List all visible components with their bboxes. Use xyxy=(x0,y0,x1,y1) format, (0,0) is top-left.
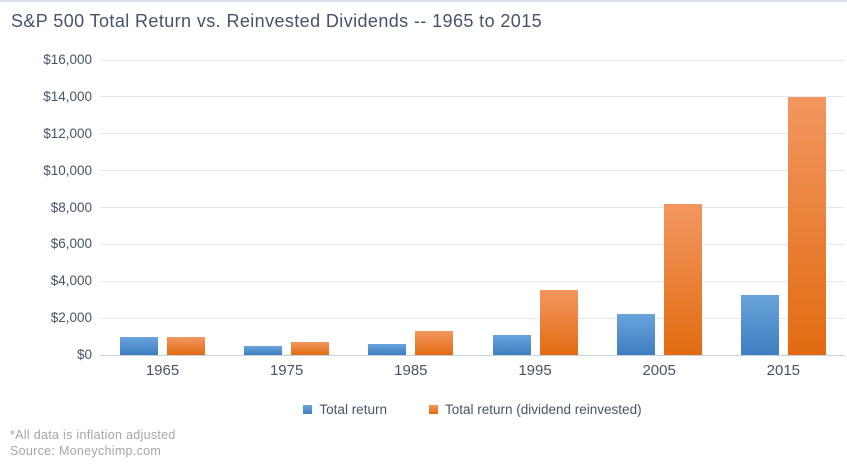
gridline-0 xyxy=(100,354,845,356)
bar-1985-price xyxy=(368,344,407,355)
bar-1965-price xyxy=(120,337,158,355)
y-tick-label: $16,000 xyxy=(43,52,92,67)
gridline-4000 xyxy=(100,280,845,282)
y-tick-label: $12,000 xyxy=(43,125,92,141)
bar-2005-dividends xyxy=(663,204,702,355)
legend-swatch-icon xyxy=(303,405,313,414)
gridline-8000 xyxy=(100,207,845,208)
legend-label: Total return (dividend reinvested) xyxy=(444,402,642,417)
x-tick-label-2005: 2005 xyxy=(642,362,676,379)
x-tick-label-1985: 1985 xyxy=(394,362,428,379)
bar-1995-dividends xyxy=(539,290,578,355)
bar-1995-price xyxy=(492,335,531,355)
footnote-source: Source: Moneychimp.com xyxy=(10,444,162,458)
y-tick-label: $6,000 xyxy=(50,236,92,252)
legend-swatch-icon xyxy=(428,405,438,414)
bar-1965-dividends xyxy=(167,337,205,355)
bar-2015-dividends xyxy=(787,97,826,355)
bar-1975-price xyxy=(244,346,283,355)
gridline-10000 xyxy=(100,170,845,172)
y-tick-label: $4,000 xyxy=(50,273,92,289)
legend-item-total-return: Total return xyxy=(303,402,387,417)
gridline-12000 xyxy=(100,133,845,135)
gridline-6000 xyxy=(100,243,845,245)
x-tick-label-1975: 1975 xyxy=(269,362,304,379)
gridline-14000 xyxy=(100,96,845,98)
chart-legend: Total return Total return (dividend reinv… xyxy=(100,402,845,417)
x-tick-label-1965: 1965 xyxy=(145,362,180,379)
y-tick-label: $0 xyxy=(76,347,92,362)
y-tick-label: $14,000 xyxy=(43,88,92,104)
bar-1985-dividends xyxy=(415,331,454,355)
legend-label: Total return xyxy=(319,402,387,417)
bar-1975-dividends xyxy=(291,342,330,355)
x-tick-label-1995: 1995 xyxy=(518,362,552,379)
bar-2005-price xyxy=(616,314,655,355)
chart-title: S&P 500 Total Return vs. Reinvested Divi… xyxy=(11,11,543,31)
gridline-2000 xyxy=(100,317,845,319)
footnote-inflation: *All data is inflation adjusted xyxy=(10,428,176,442)
plot-area: 1965 1975 1985 1995 2005 2015 xyxy=(100,59,845,379)
x-tick-label-2015: 2015 xyxy=(766,362,801,379)
top-edge-strip xyxy=(0,0,847,2)
y-tick-label: $10,000 xyxy=(43,162,92,178)
bar-2015-price xyxy=(740,295,779,355)
legend-item-dividends-reinvested: Total return (dividend reinvested) xyxy=(428,402,642,417)
y-tick-label: $8,000 xyxy=(50,199,92,215)
gridline-16000 xyxy=(100,59,845,61)
y-tick-label: $2,000 xyxy=(50,310,92,326)
